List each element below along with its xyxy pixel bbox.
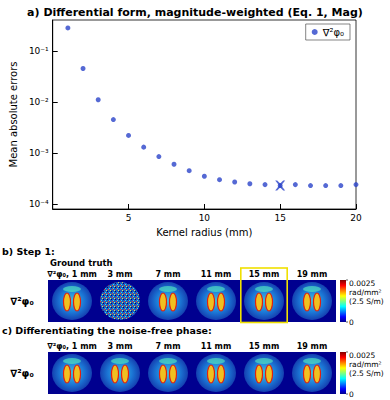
svg-text:rad/mm²: rad/mm² <box>349 360 382 369</box>
svg-text:∇²φ₀, 1 mm: ∇²φ₀, 1 mm <box>47 342 97 351</box>
svg-text:3 mm: 3 mm <box>107 270 132 279</box>
svg-text:7 mm: 7 mm <box>155 342 180 351</box>
svg-text:(2.5 S/m): (2.5 S/m) <box>349 369 384 378</box>
svg-text:10⁻¹: 10⁻¹ <box>29 46 49 56</box>
svg-text:15 mm: 15 mm <box>249 342 280 351</box>
svg-text:15: 15 <box>274 213 285 223</box>
svg-text:(2.5 S/m): (2.5 S/m) <box>349 297 384 306</box>
svg-text:b) Step 1:: b) Step 1: <box>2 246 55 257</box>
svg-text:5: 5 <box>126 213 132 223</box>
svg-text:a) Differential form, magnitud: a) Differential form, magnitude-weighted… <box>27 6 363 19</box>
svg-text:3 mm: 3 mm <box>107 342 132 351</box>
svg-text:20: 20 <box>350 213 362 223</box>
svg-text:10: 10 <box>199 213 211 223</box>
svg-text:19 mm: 19 mm <box>297 270 328 279</box>
svg-text:0: 0 <box>349 318 354 327</box>
svg-text:∇²φ₀: ∇²φ₀ <box>10 368 34 379</box>
svg-text:7 mm: 7 mm <box>155 270 180 279</box>
svg-text:∇²φ₀, 1 mm: ∇²φ₀, 1 mm <box>47 270 97 279</box>
svg-text:0.0025: 0.0025 <box>349 279 375 288</box>
svg-text:11 mm: 11 mm <box>201 342 232 351</box>
svg-text:Ground truth: Ground truth <box>50 258 113 268</box>
svg-text:c) Differentiating the noise-f: c) Differentiating the noise-free phase: <box>2 325 212 336</box>
svg-text:∇²φ₀: ∇²φ₀ <box>322 27 344 38</box>
svg-text:10⁻³: 10⁻³ <box>29 148 49 158</box>
svg-text:Mean absolute errors: Mean absolute errors <box>8 61 19 167</box>
svg-text:∇²φ₀: ∇²φ₀ <box>10 296 34 307</box>
svg-text:19 mm: 19 mm <box>297 342 328 351</box>
svg-text:15 mm: 15 mm <box>249 270 280 279</box>
svg-text:0.0025: 0.0025 <box>349 351 375 360</box>
svg-text:10⁻²: 10⁻² <box>29 97 49 107</box>
svg-text:11 mm: 11 mm <box>201 270 232 279</box>
svg-text:10⁻⁴: 10⁻⁴ <box>29 199 49 209</box>
svg-text:0: 0 <box>349 390 354 399</box>
svg-text:rad/mm²: rad/mm² <box>349 288 382 297</box>
svg-text:Kernel radius (mm): Kernel radius (mm) <box>156 227 252 238</box>
